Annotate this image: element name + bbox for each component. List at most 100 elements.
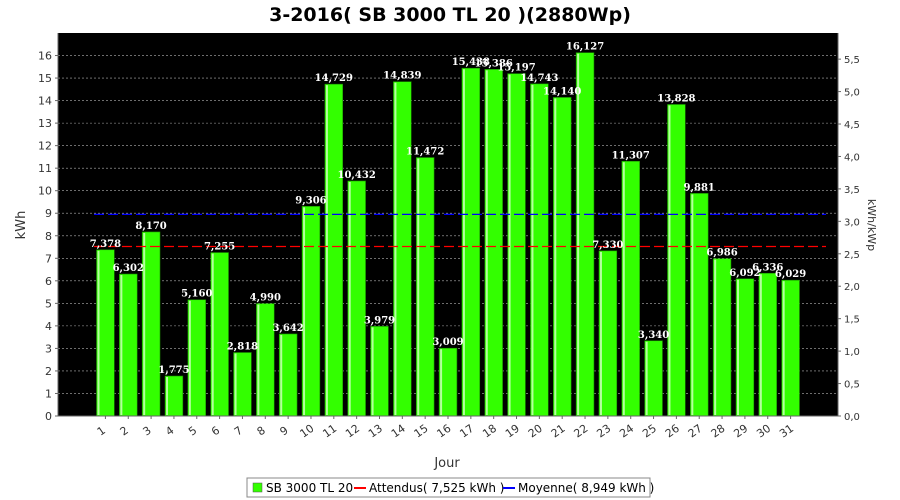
data-label: 3,009 [432, 337, 463, 348]
legend: SB 3000 TL 20 Attendus( 7,525 kWh ) Moye… [246, 477, 654, 498]
x-tick-label: 15 [412, 422, 431, 441]
bar-highlight [166, 377, 169, 415]
bar-highlight [325, 85, 328, 415]
y-tick-label: 7 [45, 252, 52, 265]
data-label: 1,775 [158, 365, 189, 376]
bar-highlight [394, 82, 397, 415]
y-tick-label: 2 [45, 365, 52, 378]
data-label: 6,986 [706, 248, 737, 259]
data-label: 7,378 [90, 239, 121, 250]
data-label: 11,307 [612, 150, 650, 161]
x-tick-label: 2 [118, 424, 131, 439]
y-tick-label: 16 [38, 50, 52, 63]
x-tick-label: 27 [686, 422, 705, 441]
data-label: 4,990 [250, 293, 281, 304]
bar-highlight [440, 349, 443, 415]
x-tick-label: 10 [297, 422, 316, 441]
y2-axis: 0,0 0,5 1,0 1,5 2,0 2,5 3,0 3,5 4,0 4,5 5,0 5,5 [837, 33, 860, 423]
x-tick-label: 1 [95, 424, 108, 439]
bar-highlight [691, 194, 694, 415]
legend-label-series: SB 3000 TL 20 [266, 481, 353, 495]
data-label: 3,979 [364, 315, 395, 326]
x-tick-label: 29 [731, 422, 750, 441]
y-axis-title: kWh [14, 211, 29, 240]
y-tick-label: 12 [38, 140, 52, 153]
bar-highlight [645, 341, 648, 415]
bar-highlight [348, 181, 351, 415]
x-tick-label: 4 [163, 424, 176, 439]
data-label: 3,340 [638, 330, 669, 341]
x-tick-label: 21 [549, 422, 568, 441]
x-tick-label: 19 [503, 422, 522, 441]
data-label: 7,330 [592, 240, 623, 251]
bar-highlight [417, 158, 420, 415]
x-tick-label: 12 [343, 422, 362, 441]
y2-tick-label: 5,5 [844, 55, 860, 66]
y2-tick-label: 4,5 [844, 120, 860, 131]
x-tick-label: 28 [709, 422, 728, 441]
data-label: 6,092 [729, 268, 760, 279]
data-label: 13,828 [657, 93, 695, 104]
data-label: 9,306 [295, 195, 326, 206]
x-tick-label: 16 [435, 422, 454, 441]
y2-tick-label: 2,5 [844, 250, 860, 261]
data-label: 14,729 [315, 73, 353, 84]
y2-tick-label: 5,0 [844, 88, 860, 99]
data-label: 6,302 [113, 263, 144, 274]
bar-highlight [188, 300, 191, 415]
bar-highlight [554, 98, 557, 416]
x-tick-label: 14 [389, 422, 408, 441]
bar-highlight [97, 250, 100, 415]
bar-highlight [485, 70, 488, 415]
y-tick-label: 4 [45, 320, 52, 333]
y2-tick-label: 4,0 [844, 152, 860, 163]
y-tick-label: 14 [38, 95, 52, 108]
x-tick-label: 22 [572, 422, 591, 441]
y-tick-label: 1 [45, 387, 52, 400]
y-tick-label: 6 [45, 275, 52, 288]
bar-highlight [668, 105, 671, 416]
bar-highlight [736, 279, 739, 415]
legend-swatch-series [252, 482, 263, 493]
data-label: 6,336 [752, 262, 783, 273]
bar-highlight [280, 334, 283, 415]
x-tick-label: 3 [140, 424, 153, 439]
x-tick-label: 13 [366, 422, 385, 441]
data-label: 15,197 [497, 63, 535, 74]
x-tick-label: 17 [457, 422, 476, 441]
data-label: 7,255 [204, 242, 235, 253]
bar-highlight [371, 327, 374, 415]
data-label: 10,432 [338, 170, 376, 181]
x-tick-label: 30 [754, 422, 773, 441]
data-labels-layer: 7,378 6,302 8,170 1,775 5,160 7,255 2,818 4,990… [90, 42, 807, 376]
x-tick-label: 18 [480, 422, 499, 441]
data-label: 2,818 [227, 342, 258, 353]
data-label: 5,160 [181, 289, 212, 300]
y2-tick-label: 2,0 [844, 282, 860, 293]
y-tick-label: 9 [45, 207, 52, 220]
bar-highlight [257, 304, 260, 415]
y2-tick-label: 3,0 [844, 217, 860, 228]
legend-label-attendus: Attendus( 7,525 kWh ) [369, 481, 504, 495]
x-tick-label: 26 [663, 422, 682, 441]
y2-tick-label: 0,5 [844, 380, 860, 391]
y-tick-label: 10 [38, 185, 52, 198]
x-tick-label: 24 [617, 422, 636, 441]
data-label: 14,839 [383, 71, 421, 82]
bar-highlight [531, 84, 534, 416]
bar-highlight [211, 253, 214, 415]
chart-title: 3-2016( SB 3000 TL 20 )(2880Wp) [269, 4, 631, 26]
data-label: 8,170 [135, 221, 166, 232]
bars-layer [96, 52, 800, 417]
data-label: 6,029 [775, 269, 806, 280]
x-tick-label: 23 [594, 422, 613, 441]
bar-highlight [714, 259, 717, 415]
legend-label-moyenne: Moyenne( 8,949 kWh ) [518, 481, 654, 495]
bar-highlight [303, 207, 306, 415]
y-tick-label: 13 [38, 117, 52, 130]
bar-highlight [599, 251, 602, 415]
x-tick-label: 9 [278, 424, 291, 439]
bar-highlight [462, 69, 465, 415]
bar-highlight [234, 353, 237, 415]
